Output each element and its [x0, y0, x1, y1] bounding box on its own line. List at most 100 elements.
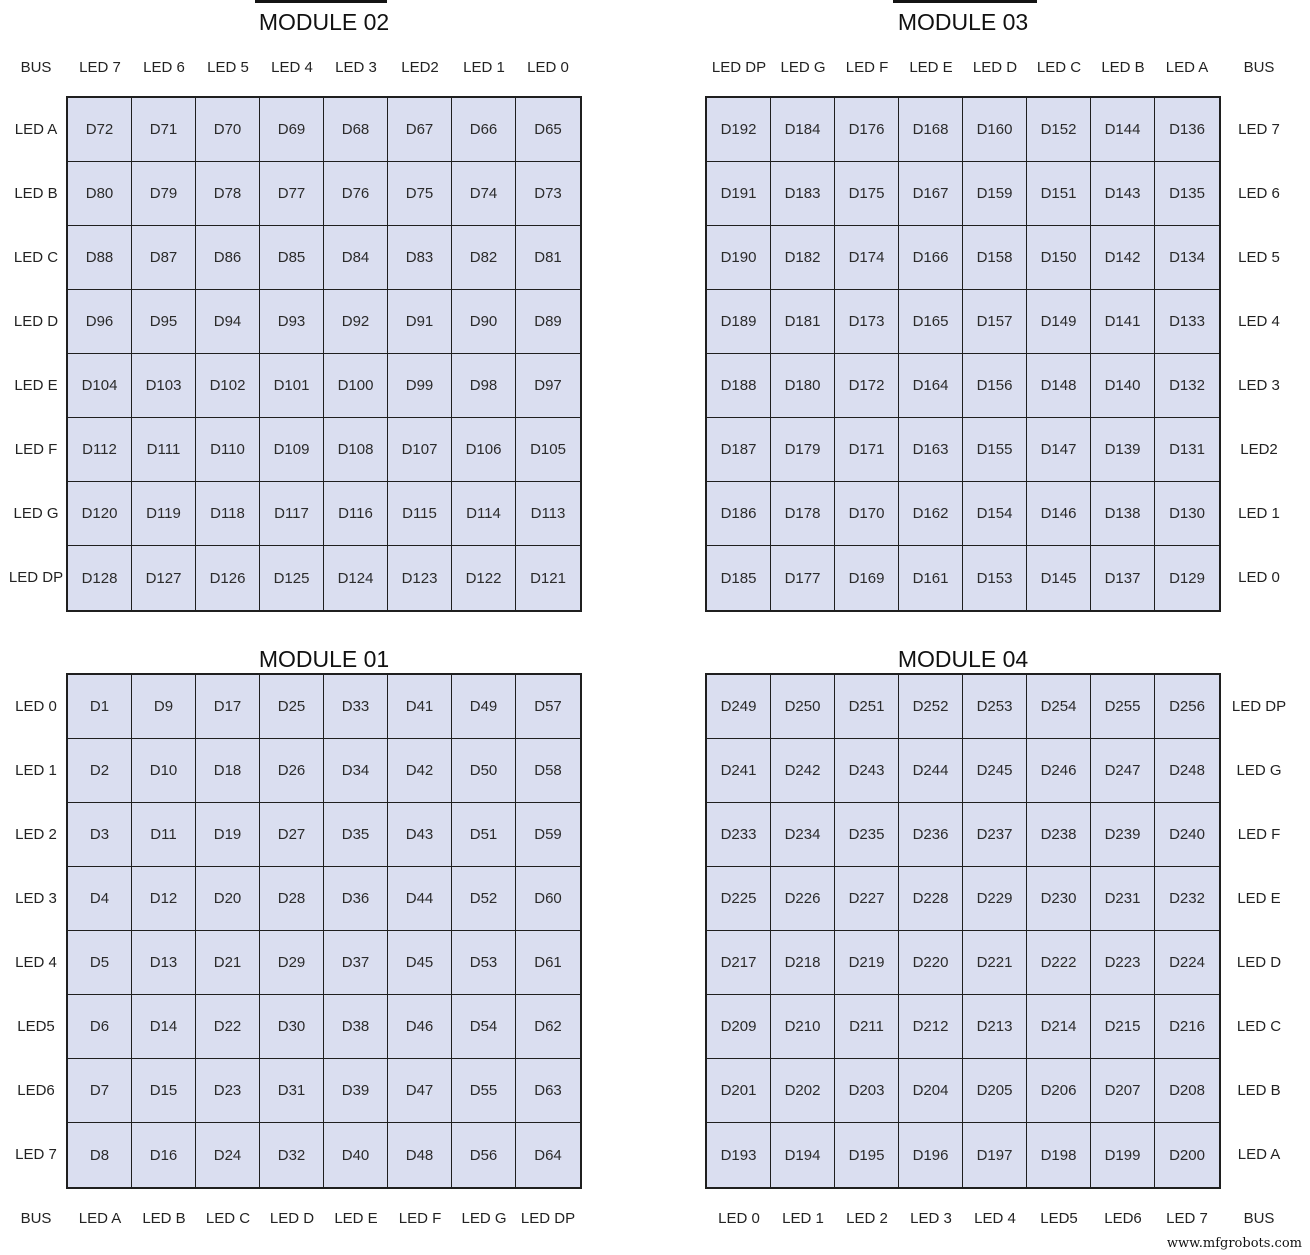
- led-cell: D78: [196, 162, 260, 226]
- row-label: LED 4: [15, 954, 57, 971]
- led-cell: D86: [196, 226, 260, 290]
- led-cell: D60: [516, 867, 580, 931]
- led-cell: D99: [388, 354, 452, 418]
- led-cell: D174: [835, 226, 899, 290]
- led-cell: D136: [1155, 98, 1219, 162]
- row-label: LED 0: [15, 698, 57, 715]
- column-label: LED G: [780, 59, 826, 76]
- led-cell: D72: [68, 98, 132, 162]
- column-label: LED A: [78, 1210, 122, 1227]
- row-label: LED B: [1237, 1082, 1281, 1099]
- column-label: LED G: [461, 1210, 507, 1227]
- column-label: LED DP: [520, 1210, 576, 1227]
- led-cell: D153: [963, 546, 1027, 610]
- led-cell: D125: [260, 546, 324, 610]
- module-02-title: MODULE 02: [258, 9, 390, 35]
- led-cell: D126: [196, 546, 260, 610]
- led-cell: D195: [835, 1123, 899, 1187]
- led-cell: D108: [324, 418, 388, 482]
- led-cell: D237: [963, 803, 1027, 867]
- row-label: LED2: [1240, 441, 1278, 458]
- led-cell: D198: [1027, 1123, 1091, 1187]
- module-02-bus-label: BUS: [20, 59, 52, 76]
- column-label: LED E: [334, 1210, 378, 1227]
- led-cell: D102: [196, 354, 260, 418]
- led-cell: D63: [516, 1059, 580, 1123]
- led-cell: D232: [1155, 867, 1219, 931]
- led-cell: D162: [899, 482, 963, 546]
- row-label: LED 7: [15, 1146, 57, 1163]
- row-label: LED A: [14, 121, 58, 138]
- led-cell: D220: [899, 931, 963, 995]
- led-cell: D66: [452, 98, 516, 162]
- led-cell: D9: [132, 675, 196, 739]
- led-cell: D133: [1155, 290, 1219, 354]
- led-cell: D207: [1091, 1059, 1155, 1123]
- led-cell: D22: [196, 995, 260, 1059]
- led-cell: D194: [771, 1123, 835, 1187]
- led-cell: D15: [132, 1059, 196, 1123]
- led-cell: D184: [771, 98, 835, 162]
- led-cell: D123: [388, 546, 452, 610]
- led-cell: D221: [963, 931, 1027, 995]
- led-cell: D141: [1091, 290, 1155, 354]
- led-cell: D20: [196, 867, 260, 931]
- led-cell: D241: [707, 739, 771, 803]
- led-cell: D143: [1091, 162, 1155, 226]
- led-cell: D81: [516, 226, 580, 290]
- module-02-grid: D72 D71 D70 D69 D68 D67 D66 D65 D80 D79 D78 D77 D76 D…: [66, 96, 582, 612]
- led-cell: D137: [1091, 546, 1155, 610]
- led-cell: D199: [1091, 1123, 1155, 1187]
- led-cell: D165: [899, 290, 963, 354]
- led-cell: D247: [1091, 739, 1155, 803]
- led-cell: D28: [260, 867, 324, 931]
- led-cell: D159: [963, 162, 1027, 226]
- led-cell: D204: [899, 1059, 963, 1123]
- led-cell: D82: [452, 226, 516, 290]
- led-cell: D26: [260, 739, 324, 803]
- led-cell: D113: [516, 482, 580, 546]
- module-04-bus-label: BUS: [1243, 1210, 1275, 1227]
- led-cell: D189: [707, 290, 771, 354]
- led-cell: D116: [324, 482, 388, 546]
- led-cell: D202: [771, 1059, 835, 1123]
- led-cell: D40: [324, 1123, 388, 1187]
- led-cell: D231: [1091, 867, 1155, 931]
- led-cell: D118: [196, 482, 260, 546]
- led-cell: D185: [707, 546, 771, 610]
- led-cell: D56: [452, 1123, 516, 1187]
- cropped-text-artifact-right: [893, 0, 1037, 3]
- led-cell: D255: [1091, 675, 1155, 739]
- led-cell: D169: [835, 546, 899, 610]
- led-cell: D54: [452, 995, 516, 1059]
- row-label: LED C: [13, 249, 59, 266]
- led-cell: D238: [1027, 803, 1091, 867]
- led-cell: D47: [388, 1059, 452, 1123]
- led-cell: D164: [899, 354, 963, 418]
- led-cell: D229: [963, 867, 1027, 931]
- led-cell: D74: [452, 162, 516, 226]
- row-label: LED 3: [15, 890, 57, 907]
- led-cell: D171: [835, 418, 899, 482]
- led-cell: D253: [963, 675, 1027, 739]
- column-label: LED 3: [335, 59, 377, 76]
- led-cell: D157: [963, 290, 1027, 354]
- led-cell: D192: [707, 98, 771, 162]
- column-label: LED D: [269, 1210, 315, 1227]
- column-label: LED B: [142, 1210, 186, 1227]
- led-cell: D176: [835, 98, 899, 162]
- column-label: LED F: [398, 1210, 442, 1227]
- led-cell: D246: [1027, 739, 1091, 803]
- led-cell: D119: [132, 482, 196, 546]
- row-label: LED 1: [15, 762, 57, 779]
- led-cell: D256: [1155, 675, 1219, 739]
- led-cell: D210: [771, 995, 835, 1059]
- led-cell: D158: [963, 226, 1027, 290]
- led-cell: D148: [1027, 354, 1091, 418]
- led-cell: D170: [835, 482, 899, 546]
- led-cell: D224: [1155, 931, 1219, 995]
- column-label: LED 7: [79, 59, 121, 76]
- led-cell: D2: [68, 739, 132, 803]
- row-label: LED A: [1237, 1146, 1281, 1163]
- row-label: LED 1: [1238, 505, 1280, 522]
